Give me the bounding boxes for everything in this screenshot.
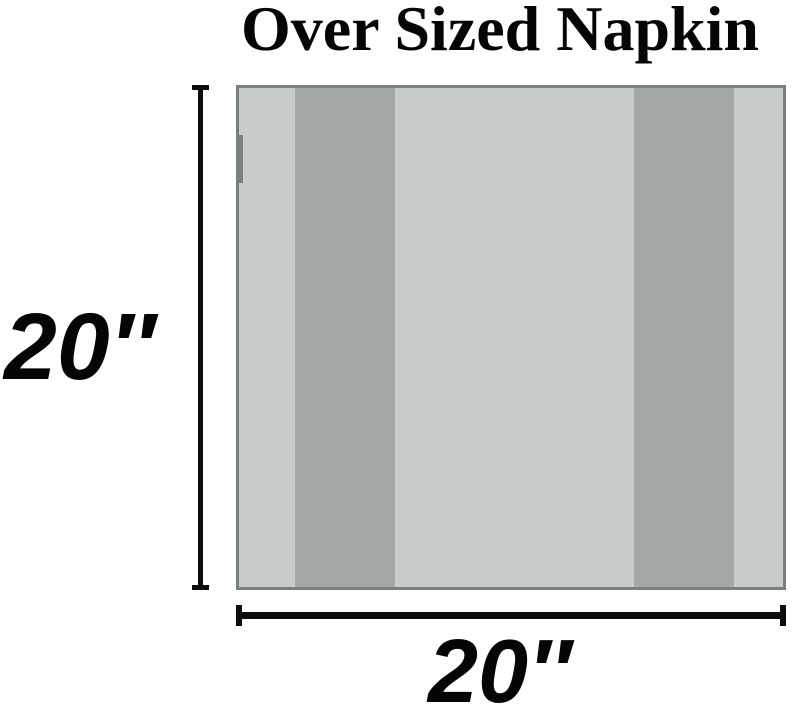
width-dimension-label: 20″ (428, 622, 572, 705)
diagram-title: Over Sized Napkin (241, 0, 759, 64)
dimension-line-right-cap (780, 605, 786, 626)
napkin-fold-shadow (239, 135, 243, 183)
napkin-dark-stripe-left (295, 88, 396, 587)
napkin-image (236, 85, 786, 590)
width-dimension-line (236, 605, 786, 626)
height-dimension-line (192, 85, 209, 590)
napkin-dark-stripe-right (633, 88, 735, 587)
dimension-line-bottom-cap (192, 585, 209, 590)
dimension-line-top-cap (192, 85, 209, 90)
dimension-line-left-cap (236, 605, 242, 626)
height-dimension-label: 20″ (4, 294, 156, 400)
